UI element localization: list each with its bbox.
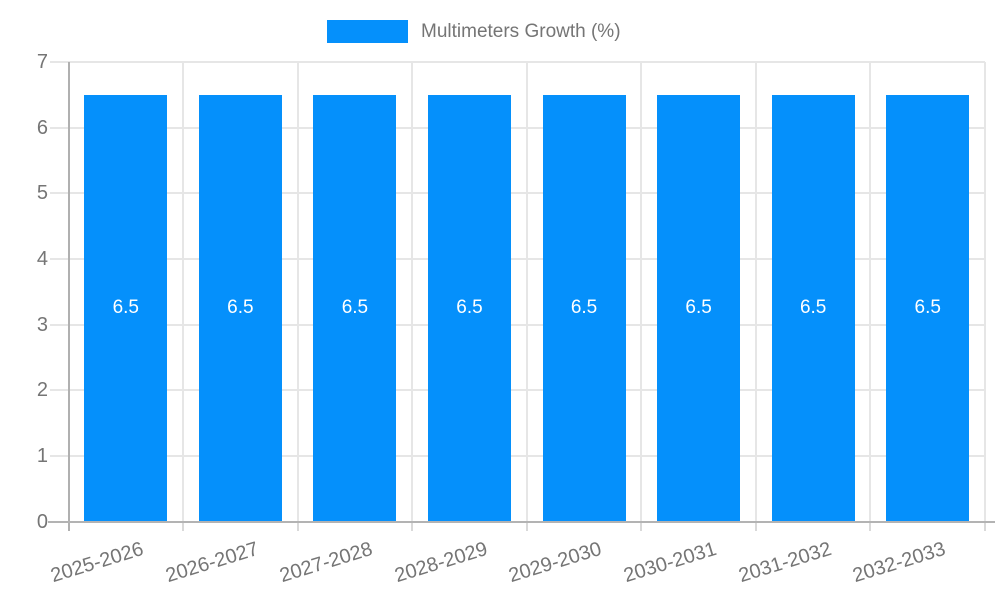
bar: 6.5: [542, 94, 626, 522]
legend-label: Multimeters Growth (%): [421, 20, 621, 42]
x-gridline: [525, 62, 528, 522]
bar-value-label: 6.5: [685, 297, 712, 319]
bar: 6.5: [886, 94, 970, 522]
y-tick-label: 4: [36, 247, 48, 270]
y-gridline: [50, 454, 985, 457]
y-tick-label: 5: [36, 182, 48, 205]
bar-value-label: 6.5: [227, 297, 254, 319]
x-category-label: 2031-2032: [735, 538, 834, 588]
legend-color-swatch: [327, 20, 408, 43]
bar: 6.5: [84, 94, 168, 522]
x-tick: [296, 521, 299, 531]
x-gridline: [984, 62, 986, 522]
x-tick: [754, 521, 757, 531]
x-gridline: [182, 62, 185, 522]
bar: 6.5: [657, 94, 741, 522]
bar: 6.5: [771, 94, 855, 522]
y-gridline: [50, 389, 985, 392]
bar-value-label: 6.5: [799, 297, 827, 319]
y-gridline: [50, 323, 985, 326]
bar: 6.5: [427, 94, 511, 522]
y-tick-label: 7: [36, 51, 48, 73]
x-tick: [984, 521, 986, 531]
x-gridline: [296, 62, 299, 522]
bar-value-label: 6.5: [112, 297, 139, 319]
x-gridline: [411, 62, 414, 522]
bar-value-label: 6.5: [914, 297, 941, 319]
x-gridline: [869, 62, 872, 522]
bar-value-label: 6.5: [341, 297, 369, 319]
bar: 6.5: [198, 94, 282, 522]
y-tick-label: 3: [36, 313, 48, 336]
y-tick-label: 0: [36, 510, 48, 533]
x-tick: [182, 521, 185, 531]
x-tick: [411, 521, 414, 531]
bar-value-label: 6.5: [456, 297, 483, 319]
bar: 6.5: [313, 94, 397, 522]
bar-value-label: 6.5: [570, 297, 598, 319]
y-gridline: [50, 257, 985, 260]
x-tick: [525, 521, 528, 531]
legend: Multimeters Growth (%): [327, 20, 621, 43]
x-category-label: 2025-2026: [48, 538, 147, 588]
x-category-label: 2029-2030: [506, 538, 605, 588]
x-category-label: 2032-2033: [850, 538, 949, 588]
x-axis-line: [48, 521, 995, 523]
x-gridline: [754, 62, 757, 522]
x-gridline: [640, 62, 643, 522]
x-tick: [640, 521, 643, 531]
y-gridline: [50, 126, 985, 129]
x-category-label: 2030-2031: [621, 538, 720, 588]
x-category-label: 2028-2029: [391, 538, 490, 588]
x-category-label: 2026-2027: [162, 538, 261, 588]
y-tick-label: 6: [36, 116, 48, 139]
y-tick-label: 2: [36, 379, 48, 402]
y-tick-label: 1: [36, 444, 48, 467]
y-gridline: [50, 61, 985, 63]
x-category-label: 2027-2028: [277, 538, 376, 588]
y-gridline: [50, 192, 985, 195]
x-tick: [869, 521, 872, 531]
y-axis-line: [67, 62, 70, 531]
